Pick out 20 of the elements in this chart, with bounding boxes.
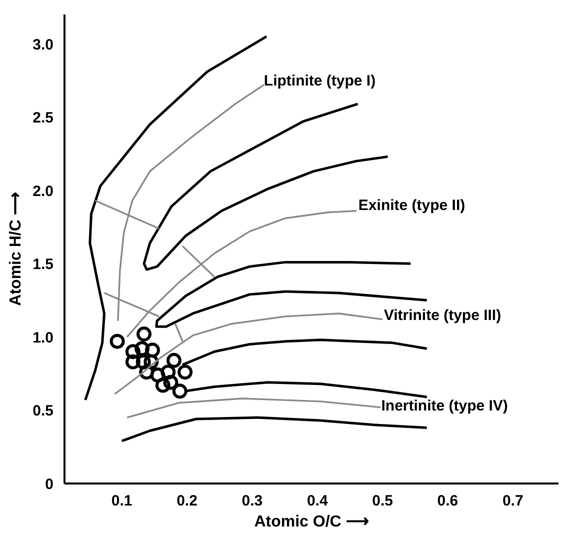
annotation: Liptinite (type I) <box>264 72 376 90</box>
x-tick-label: 0.4 <box>306 492 328 510</box>
annotation: Vitrinite (type III) <box>384 306 502 324</box>
y-axis-title: Atomic H/C ⟶ <box>8 192 25 306</box>
x-tick-label: 0.3 <box>242 492 263 510</box>
x-axis-title: Atomic O/C ⟶ <box>254 514 369 530</box>
x-tick-label: 0.5 <box>372 492 393 510</box>
x-tick-label: 0.7 <box>502 492 524 510</box>
y-tick-label: 0.5 <box>32 402 54 420</box>
y-tick-label: 2.0 <box>32 182 54 200</box>
annotation: Inertinite (type IV) <box>381 398 508 415</box>
y-tick-label: 3.0 <box>32 36 54 54</box>
x-tick-label: 0.1 <box>111 492 132 510</box>
annotation: Exinite (type II) <box>358 196 466 214</box>
x-tick-label: 0.2 <box>176 492 198 510</box>
y-tick-label: 1.0 <box>32 329 54 346</box>
y-tick-label: 0 <box>45 476 54 493</box>
y-tick-label: 2.5 <box>32 110 54 127</box>
x-tick-label: 0.6 <box>437 492 458 510</box>
y-tick-label: 1.5 <box>32 256 54 274</box>
